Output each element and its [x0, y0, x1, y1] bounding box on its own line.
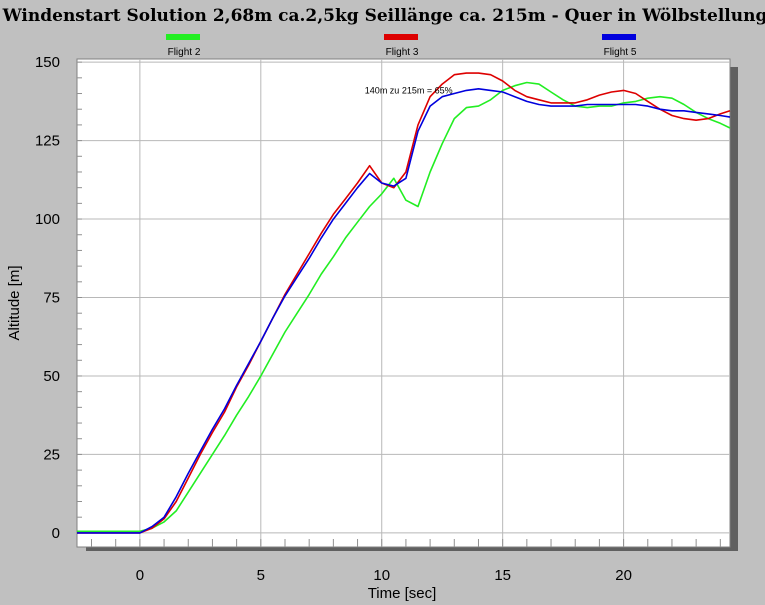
annotations: 140m zu 215m = 65% [365, 85, 453, 95]
x-tick-label: 15 [494, 567, 511, 584]
chart-title: Windenstart Solution 2,68m ca.2,5kg Seil… [2, 6, 765, 26]
series-line-flight-2 [77, 81, 731, 533]
legend-label: Flight 2 [168, 47, 201, 58]
y-tick-label: 125 [35, 133, 60, 150]
series-lines [77, 72, 731, 534]
legend-swatch [166, 34, 200, 40]
y-tick-label: 50 [43, 368, 60, 385]
legend: Flight 2 Flight 3 Flight 5 [166, 34, 637, 58]
plot-area [76, 58, 731, 548]
x-tick-labels: 0 5 10 15 20 [136, 567, 632, 584]
y-axis-label: Altitude [m] [6, 265, 23, 340]
x-tick-label: 0 [136, 567, 144, 584]
minor-tick-marks [77, 61, 721, 547]
series-line-flight-3 [77, 72, 731, 534]
y-tick-label: 150 [35, 54, 60, 71]
y-tick-label: 0 [52, 525, 60, 542]
legend-label: Flight 3 [386, 47, 419, 58]
legend-swatch [384, 34, 418, 40]
legend-swatch [602, 34, 636, 40]
y-tick-label: 75 [43, 290, 60, 307]
x-tick-label: 5 [257, 567, 265, 584]
y-tick-label: 100 [35, 211, 60, 228]
grid-lines [77, 59, 730, 547]
x-tick-label: 20 [615, 567, 632, 584]
series-line-flight-5 [77, 88, 731, 534]
legend-label: Flight 5 [604, 47, 637, 58]
y-tick-label: 25 [43, 446, 60, 463]
annotation-text: 140m zu 215m = 65% [365, 85, 453, 95]
x-tick-label: 10 [373, 567, 390, 584]
y-tick-labels: 0 25 50 75 100 125 150 [35, 54, 60, 542]
x-axis-label: Time [sec] [368, 585, 437, 602]
